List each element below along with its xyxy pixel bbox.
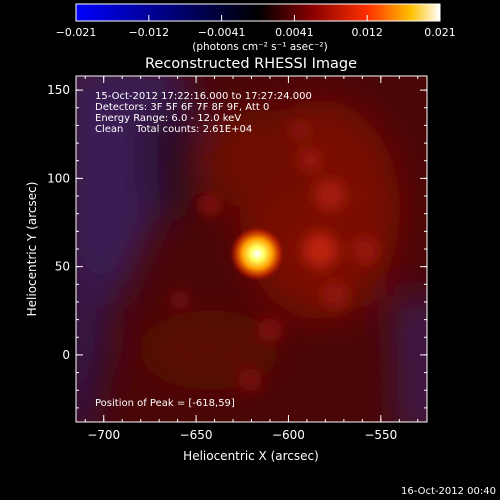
colorbar-tick-label: −0.021: [56, 26, 97, 39]
colorbar-ticks: −0.021 −0.012 −0.0041 0.0041 0.012 0.021: [56, 15, 456, 39]
x-tick-label: −700: [87, 428, 120, 442]
info-line-energy: Energy Range: 6.0 - 12.0 keV: [95, 113, 241, 124]
colorbar-tick-label: 0.0041: [275, 26, 314, 39]
y-axis-ticks: 0 50 100 150: [47, 83, 427, 409]
y-axis-label: Heliocentric Y (arcsec): [25, 182, 39, 317]
flare-peak: [229, 225, 286, 282]
colorbar: [75, 3, 441, 22]
info-line-counts: Clean Total counts: 2.61E+04: [95, 124, 252, 135]
colorbar-tick: 0.012: [351, 15, 383, 39]
colorbar-tick-label: 0.021: [424, 26, 456, 39]
plot-title: Reconstructed RHESSI Image: [145, 56, 357, 72]
rhessi-image: [76, 76, 427, 422]
colorbar-tick: −0.012: [128, 15, 169, 39]
colorbar-tick: −0.021: [56, 15, 97, 39]
y-tick-label: 150: [47, 83, 70, 97]
colorbar-unit-label: (photons cm⁻² s⁻¹ asec⁻²): [192, 41, 327, 53]
y-tick-label: 0: [62, 348, 70, 362]
colorbar-tick-label: −0.012: [128, 26, 169, 39]
timestamp: 16-Oct-2012 00:40: [401, 486, 496, 497]
x-tick-label: −650: [180, 428, 213, 442]
y-tick-label: 50: [55, 260, 70, 274]
colorbar-tick-label: −0.0041: [198, 26, 246, 39]
x-tick-label: −600: [272, 428, 305, 442]
info-line-detectors: Detectors: 3F 5F 6F 7F 8F 9F, Att 0: [95, 102, 269, 113]
peak-position-label: Position of Peak = [-618,59]: [95, 398, 235, 409]
colorbar-tick: −0.0041: [198, 15, 246, 39]
colorbar-tick: 0.021: [424, 15, 456, 39]
info-block: 15-Oct-2012 17:22:16.000 to 17:27:24.000…: [95, 91, 312, 135]
y-tick-label: 100: [47, 171, 70, 185]
info-line-time: 15-Oct-2012 17:22:16.000 to 17:27:24.000: [95, 91, 312, 102]
colorbar-tick: 0.0041: [275, 15, 314, 39]
colorbar-tick-label: 0.012: [351, 26, 383, 39]
x-tick-label: −550: [364, 428, 397, 442]
x-axis-ticks: −700 −650 −600 −550: [84, 76, 419, 442]
x-axis-label: Heliocentric X (arcsec): [183, 449, 319, 463]
